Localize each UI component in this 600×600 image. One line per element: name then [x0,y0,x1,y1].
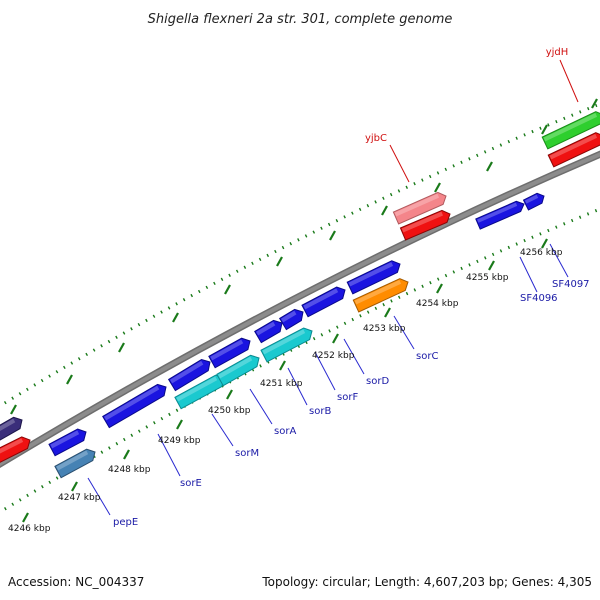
major-tick [488,260,495,271]
leader-line-sf4097 [549,243,569,278]
gene-yjdH [541,111,600,150]
gene-sorC [352,278,409,313]
tick-label: 4256 kbp [520,248,563,258]
outer-dots [0,102,600,408]
gene-label-sora[interactable]: sorA [274,426,296,437]
gene-sorE [102,383,167,429]
leader-line-sorf [314,351,336,391]
gene-pepE [54,448,96,479]
leader-line-sorb [287,367,308,406]
major-tick [541,124,548,135]
gene-sorD-b [346,260,401,295]
tick-label: 4252 kbp [312,351,355,361]
tick-labels: 4246 kbp 4247 kbp 4248 kbp 4249 kbp 4250 kbp… [8,248,563,534]
major-tick [118,342,125,353]
major-tick [436,283,443,294]
leader-line-yjdh [559,59,579,103]
gene-sorA [216,354,260,387]
gene-label-sf4097[interactable]: SF4097 [552,279,590,290]
major-tick [10,404,17,415]
inner-dotted-track [0,207,600,523]
gene-label-sorc[interactable]: sorC [416,351,438,362]
major-tick [541,238,548,249]
tick-label: 4253 kbp [363,324,406,334]
gene-label-sf4096[interactable]: SF4096 [520,293,558,304]
genome-summary-text: Topology: circular; Length: 4,607,203 bp… [261,575,592,589]
major-tick [66,374,73,385]
major-tick [22,512,29,523]
tick-label: 4247 kbp [58,493,101,503]
gene-label-sorb[interactable]: sorB [309,406,331,417]
gene-sorB-b [254,319,283,344]
genome-backbone [0,150,600,469]
leader-line-sord [343,338,365,375]
gene-SF4097 [522,192,545,211]
major-tick [226,389,233,400]
backbone-line-fill [0,152,600,467]
major-tick [434,182,441,193]
tick-label: 4255 kbp [466,273,509,283]
gene-partial-left-purple [0,416,23,443]
gene-sorB [260,327,313,363]
gene-label-pepe[interactable]: pepE [113,517,138,528]
backbone-line [0,150,600,469]
leader-line-sorc [393,315,415,350]
gene-SF4096 [475,200,525,230]
tick-label: 4248 kbp [108,465,151,475]
tick-label: 4250 kbp [208,406,251,416]
map-title: Shigella flexneri 2a str. 301, complete … [148,12,453,27]
gene-label-sord[interactable]: sorD [366,376,389,387]
gene-features [0,111,600,479]
gene-label-sorf[interactable]: sorF [337,392,358,403]
gene-yjdH-b [547,132,600,168]
gene-sorA-b [208,337,251,369]
leader-line-sore [157,433,181,477]
gene-sorF-b [278,308,304,331]
leader-line-sora [249,388,273,425]
major-tick [332,333,339,344]
inner-dots [0,207,600,514]
major-tick [172,312,179,323]
gene-sorE-b [167,359,211,392]
leader-line-pepe [87,477,111,516]
major-tick [329,230,336,241]
gene-sorD [301,286,346,318]
tick-label: 4254 kbp [416,299,459,309]
leader-line-sf4096 [519,256,538,293]
gene-label-sore[interactable]: sorE [180,478,202,489]
outer-dotted-track [0,98,600,415]
major-tick [591,98,598,109]
leader-line-yjbc [389,144,410,183]
tick-label: 4251 kbp [260,379,303,389]
gene-label-yjdh[interactable]: yjdH [546,47,569,58]
gene-inner-1 [48,428,87,457]
gene-labels: yjbC yjdH pepE sorE sorM sorA sorB sorF sorD sorC… [113,47,590,528]
major-tick [224,284,231,295]
major-tick [276,256,283,267]
major-tick [279,360,286,371]
major-tick [486,161,493,172]
gene-partial-left-red [0,436,31,465]
gene-yjbC [392,191,447,225]
gene-label-sorm[interactable]: sorM [235,448,259,459]
major-tick [384,307,391,318]
tick-label: 4249 kbp [158,436,201,446]
gene-yjbC-b [399,209,451,241]
label-leaders [87,59,579,516]
leader-line-sorm [211,413,234,447]
tick-label: 4246 kbp [8,524,51,534]
gene-label-yjbc[interactable]: yjbC [365,133,387,144]
accession-text: Accession: NC_004337 [8,575,144,589]
major-tick [71,481,78,492]
major-tick [123,449,130,460]
major-tick [381,205,388,216]
major-tick [176,419,183,430]
